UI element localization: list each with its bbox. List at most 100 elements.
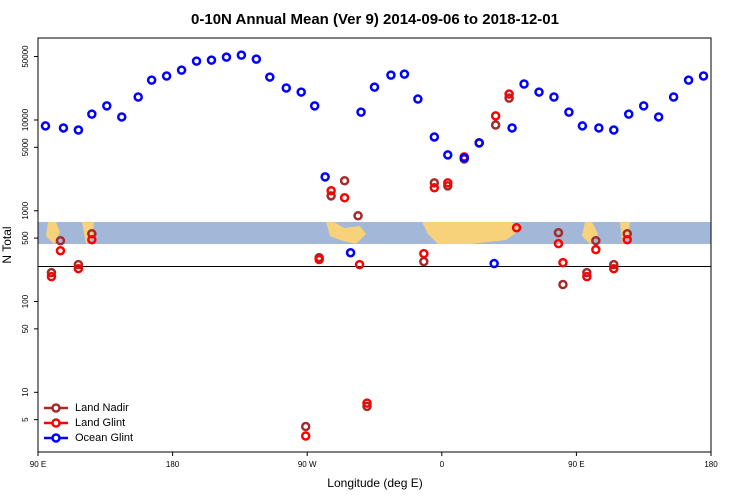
point bbox=[236, 50, 247, 60]
point bbox=[419, 248, 429, 259]
legend-marker bbox=[51, 403, 61, 413]
point bbox=[622, 234, 632, 245]
point bbox=[55, 245, 66, 256]
point bbox=[87, 109, 97, 119]
point bbox=[362, 401, 372, 412]
y-tick-label: 500 bbox=[21, 231, 30, 245]
land bbox=[46, 222, 630, 244]
point bbox=[511, 222, 522, 233]
point bbox=[698, 71, 709, 81]
x-tick-label: 180 bbox=[166, 460, 180, 469]
x-tick-label: 0 bbox=[440, 460, 445, 469]
point bbox=[519, 79, 529, 89]
point bbox=[582, 271, 592, 282]
point bbox=[133, 92, 143, 102]
point bbox=[609, 259, 619, 270]
point bbox=[507, 123, 517, 133]
point bbox=[369, 82, 380, 92]
point bbox=[591, 244, 601, 255]
x-tick-label: 90 E bbox=[30, 460, 46, 469]
y-axis-label: N Total bbox=[0, 226, 14, 263]
x-tick-label: 90 W bbox=[298, 460, 317, 469]
point bbox=[146, 75, 157, 85]
point bbox=[117, 112, 127, 122]
y-tick-label: 10 bbox=[21, 387, 30, 396]
point bbox=[354, 259, 365, 270]
map-strip bbox=[38, 222, 711, 244]
point bbox=[490, 111, 501, 121]
point bbox=[474, 138, 484, 148]
point bbox=[309, 101, 320, 111]
legend-marker bbox=[51, 433, 61, 443]
legend-label: Land Glint bbox=[75, 417, 125, 429]
point bbox=[558, 257, 568, 268]
y-tick-label: 5 bbox=[21, 417, 30, 422]
point bbox=[638, 101, 649, 111]
point bbox=[326, 186, 336, 196]
point bbox=[300, 431, 311, 441]
point bbox=[281, 83, 292, 93]
point bbox=[386, 70, 396, 80]
point bbox=[339, 176, 350, 186]
y-tick-label: 5000 bbox=[21, 138, 30, 156]
point bbox=[459, 153, 469, 163]
ocean-band bbox=[38, 222, 711, 244]
point bbox=[339, 193, 350, 203]
point bbox=[102, 101, 112, 111]
point bbox=[46, 271, 57, 282]
point bbox=[58, 123, 69, 133]
point bbox=[668, 92, 679, 102]
point bbox=[594, 123, 604, 133]
point bbox=[314, 254, 324, 265]
point bbox=[553, 227, 564, 238]
point bbox=[55, 235, 66, 246]
point bbox=[591, 235, 601, 246]
point bbox=[549, 92, 559, 102]
point bbox=[176, 65, 187, 75]
point bbox=[161, 71, 172, 81]
point bbox=[504, 93, 514, 103]
point bbox=[553, 238, 564, 249]
point bbox=[577, 121, 588, 131]
point bbox=[558, 279, 568, 290]
plot-frame bbox=[37, 37, 712, 453]
y-tick-label: 50 bbox=[21, 324, 30, 333]
point bbox=[46, 267, 57, 278]
point bbox=[582, 267, 592, 278]
point bbox=[429, 183, 440, 193]
point bbox=[300, 421, 311, 432]
point bbox=[609, 125, 619, 135]
point bbox=[564, 107, 574, 117]
point bbox=[320, 172, 330, 182]
point bbox=[489, 258, 499, 269]
legend-marker bbox=[51, 418, 61, 428]
point bbox=[345, 247, 356, 258]
point bbox=[534, 87, 544, 97]
chart-title: 0-10N Annual Mean (Ver 9) 2014-09-06 to … bbox=[191, 11, 559, 28]
point bbox=[40, 121, 51, 131]
point bbox=[73, 259, 84, 270]
point bbox=[362, 398, 372, 408]
point bbox=[653, 112, 664, 122]
point bbox=[353, 211, 363, 221]
x-axis-label: Longitude (deg E) bbox=[327, 476, 422, 490]
y-tick-label: 50000 bbox=[21, 45, 30, 68]
point bbox=[419, 256, 429, 267]
y-tick-label: 1000 bbox=[21, 201, 30, 219]
legend-label: Land Nadir bbox=[75, 402, 129, 414]
point bbox=[221, 52, 232, 62]
point bbox=[399, 69, 410, 79]
point bbox=[429, 178, 440, 188]
x-tick-label: 180 bbox=[704, 460, 718, 469]
point bbox=[443, 150, 453, 160]
point bbox=[623, 109, 634, 119]
point bbox=[191, 56, 202, 66]
point bbox=[490, 120, 501, 130]
point bbox=[504, 89, 514, 99]
x-tick-label: 90 E bbox=[568, 460, 584, 469]
y-tick-label: 10000 bbox=[21, 108, 30, 131]
point bbox=[265, 72, 275, 82]
point bbox=[87, 234, 97, 245]
point bbox=[251, 54, 262, 64]
